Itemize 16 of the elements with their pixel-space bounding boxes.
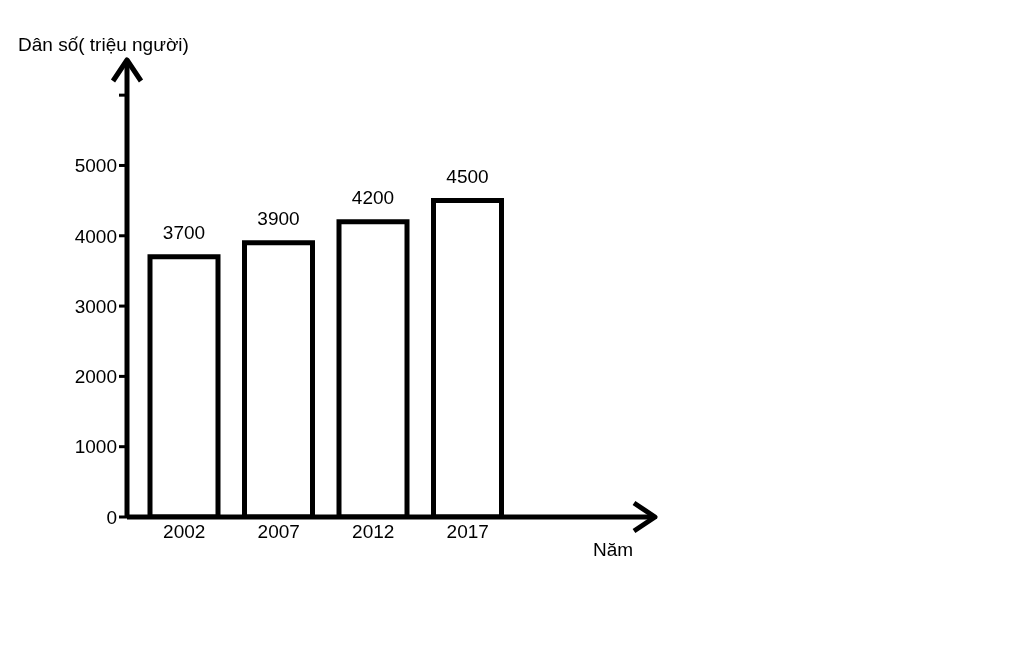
- x-tick-label: 2007: [257, 521, 300, 543]
- x-tick-label: 2012: [352, 521, 395, 543]
- x-tick-label: 2017: [446, 521, 489, 543]
- data-label: 3700: [162, 221, 206, 243]
- data-label: 4200: [351, 186, 395, 208]
- x-axis-title: Năm: [593, 539, 634, 561]
- y-tick-label: 1000: [74, 436, 117, 458]
- y-tick-label: 3000: [74, 295, 117, 317]
- y-tick-label: 4000: [74, 225, 117, 247]
- y-tick-label: 2000: [74, 366, 117, 388]
- y-axis-title: Dân số( triệu người): [18, 34, 189, 56]
- data-label: 4500: [446, 165, 489, 187]
- y-tick-label: 5000: [74, 155, 117, 177]
- data-label: 3900: [257, 207, 300, 229]
- y-tick-label: 0: [106, 506, 117, 528]
- x-tick-label: 2002: [163, 521, 206, 543]
